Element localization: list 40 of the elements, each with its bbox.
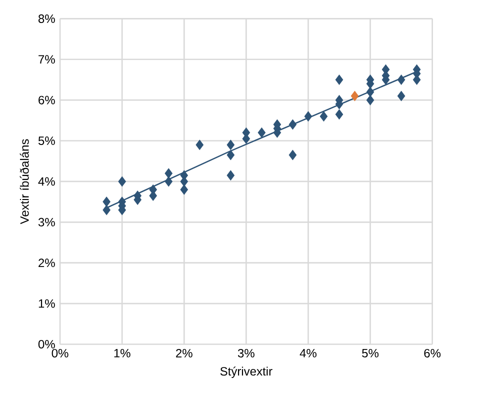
point — [397, 90, 406, 101]
y-tick-label: 7% — [38, 55, 55, 64]
point — [366, 94, 374, 106]
point — [397, 74, 406, 85]
point — [226, 140, 235, 150]
point — [366, 86, 374, 97]
point — [164, 168, 172, 178]
point — [102, 204, 110, 215]
point — [118, 176, 126, 186]
y-tick-label: 0% — [38, 340, 55, 348]
point — [288, 119, 297, 130]
y-tick-label: 8% — [38, 14, 55, 23]
y-tick-label: 5% — [38, 136, 55, 145]
x-tick-label: 4% — [300, 348, 316, 358]
point — [304, 111, 312, 122]
y-tick-label: 2% — [38, 258, 55, 267]
point — [102, 196, 110, 207]
y-tick-label: 1% — [38, 299, 55, 308]
point — [196, 140, 204, 150]
point — [335, 74, 344, 85]
y-tick-label: 3% — [38, 218, 55, 226]
point — [258, 127, 266, 138]
point — [226, 150, 235, 160]
x-tick-label: 6% — [424, 348, 441, 358]
point — [335, 109, 344, 120]
x-tick-label: 0% — [52, 348, 68, 358]
point — [164, 176, 172, 186]
y-tick-label: 4% — [38, 177, 55, 186]
y-axis-title: Vextir íbúðaláns — [20, 139, 29, 224]
point — [180, 184, 188, 195]
point — [350, 90, 359, 101]
x-tick-label: 3% — [238, 348, 254, 358]
x-tick-label: 5% — [362, 348, 379, 358]
x-tick-label: 1% — [114, 348, 130, 358]
point — [320, 111, 328, 122]
point — [226, 170, 235, 180]
point — [288, 150, 297, 160]
y-tick-label: 6% — [38, 96, 55, 104]
x-axis-title: Stýrivextir — [220, 366, 272, 378]
x-tick-label: 2% — [176, 348, 192, 358]
